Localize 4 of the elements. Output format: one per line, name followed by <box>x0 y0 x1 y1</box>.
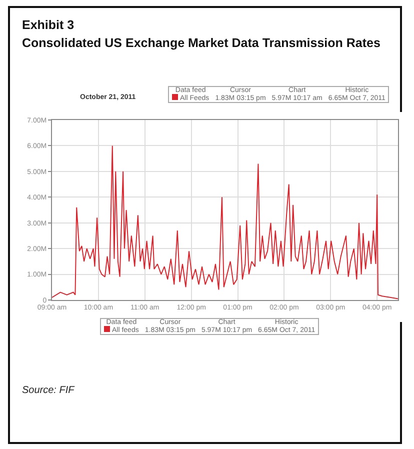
source-note: Source: FIF <box>22 385 74 396</box>
line-series <box>52 145 398 300</box>
chart-subtitle: Consolidated US Exchange Market Data Transmission Rates <box>22 36 380 50</box>
chart-title: Exhibit 3 <box>22 18 74 32</box>
